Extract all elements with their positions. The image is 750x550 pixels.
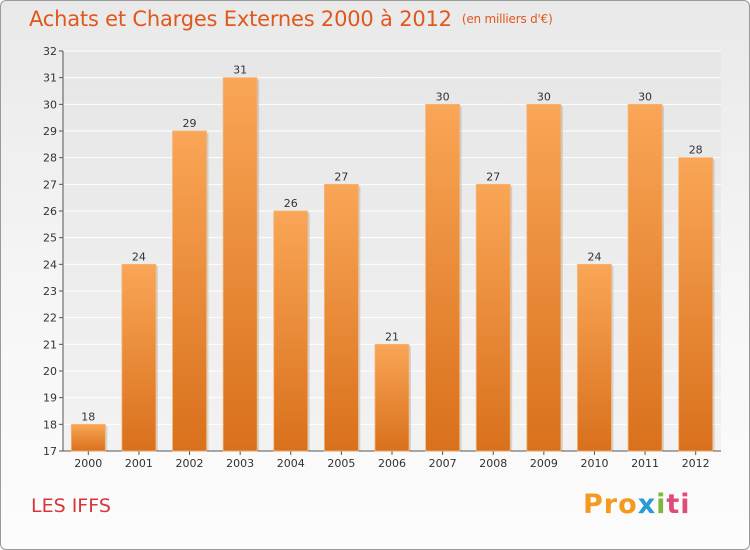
y-tick-label: 20 bbox=[43, 365, 57, 378]
x-tick-label: 2006 bbox=[378, 457, 406, 470]
chart-title-text: Achats et Charges Externes 2000 à 2012 bbox=[29, 7, 452, 31]
data-label-2009: 30 bbox=[537, 90, 551, 103]
x-tick-label: 2004 bbox=[277, 457, 305, 470]
x-tick-label: 2008 bbox=[479, 457, 507, 470]
bar-2008 bbox=[475, 183, 511, 452]
data-label-2003: 31 bbox=[233, 64, 247, 77]
location-label: LES IFFS bbox=[31, 495, 111, 517]
x-tick-label: 2010 bbox=[580, 457, 608, 470]
data-label-2002: 29 bbox=[183, 117, 197, 130]
y-tick-label: 25 bbox=[43, 232, 57, 245]
y-tick-label: 29 bbox=[43, 125, 57, 138]
x-tick-label: 2005 bbox=[327, 457, 355, 470]
data-label-2005: 27 bbox=[334, 170, 348, 183]
bar-2001 bbox=[121, 263, 157, 452]
bar-2007 bbox=[425, 103, 461, 452]
bar-2009 bbox=[526, 103, 562, 452]
data-label-2006: 21 bbox=[385, 330, 399, 343]
bar-2000 bbox=[70, 423, 106, 452]
y-tick-label: 17 bbox=[43, 445, 57, 458]
x-tick-label: 2000 bbox=[74, 457, 102, 470]
bar-2006 bbox=[374, 343, 410, 452]
chart-subtitle: (en milliers d'€) bbox=[461, 12, 553, 26]
y-tick-label: 24 bbox=[43, 258, 57, 271]
y-tick-label: 31 bbox=[43, 72, 57, 85]
bars bbox=[70, 77, 715, 452]
proxiti-logo[interactable]: Proxiti bbox=[583, 489, 691, 520]
data-label-2010: 24 bbox=[587, 250, 601, 263]
bar-2004 bbox=[273, 210, 309, 452]
data-label-2007: 30 bbox=[436, 90, 450, 103]
bar-2002 bbox=[172, 130, 207, 452]
bar-2010 bbox=[577, 263, 612, 452]
labels: 18 24 29 31 26 27 21 30 27 30 24 30 28 bbox=[81, 64, 702, 424]
y-tick-label: 32 bbox=[43, 45, 57, 58]
data-label-2004: 26 bbox=[284, 197, 298, 210]
bar-2005 bbox=[323, 183, 359, 452]
logo-letter: r bbox=[603, 489, 619, 520]
x-tick-label: 2012 bbox=[682, 457, 710, 470]
y-tick-label: 19 bbox=[43, 392, 57, 405]
x-tick-label: 2003 bbox=[226, 457, 254, 470]
y-tick-label: 30 bbox=[43, 98, 57, 111]
bar-2012 bbox=[678, 157, 714, 452]
x-tick-label: 2009 bbox=[530, 457, 558, 470]
y-tick-label: 22 bbox=[43, 312, 57, 325]
bar-2011 bbox=[627, 103, 663, 452]
logo-letter: x bbox=[637, 489, 657, 520]
data-label-2001: 24 bbox=[132, 250, 146, 263]
y-tick-label: 23 bbox=[43, 285, 57, 298]
y-tick-label: 26 bbox=[43, 205, 57, 218]
chart-title: Achats et Charges Externes 2000 à 2012 (e… bbox=[29, 7, 553, 31]
y-tick-label: 27 bbox=[43, 178, 57, 191]
data-label-2012: 28 bbox=[689, 144, 703, 157]
y-tick-label: 18 bbox=[43, 418, 57, 431]
x-tick-label: 2007 bbox=[429, 457, 457, 470]
logo-letter: i bbox=[680, 489, 691, 520]
x-tick-label: 2011 bbox=[631, 457, 659, 470]
y-tick-label: 28 bbox=[43, 152, 57, 165]
x-tick-label: 2001 bbox=[125, 457, 153, 470]
logo-letter: t bbox=[666, 489, 681, 520]
data-label-2008: 27 bbox=[486, 170, 500, 183]
bar-2003 bbox=[222, 77, 258, 452]
logo-letter: i bbox=[656, 489, 667, 520]
logo-letter: P bbox=[583, 489, 604, 520]
y-tick-label: 21 bbox=[43, 338, 57, 351]
data-label-2000: 18 bbox=[81, 410, 95, 423]
data-label-2011: 30 bbox=[638, 90, 652, 103]
logo-letter: o bbox=[618, 489, 638, 520]
x-tick-label: 2002 bbox=[176, 457, 204, 470]
